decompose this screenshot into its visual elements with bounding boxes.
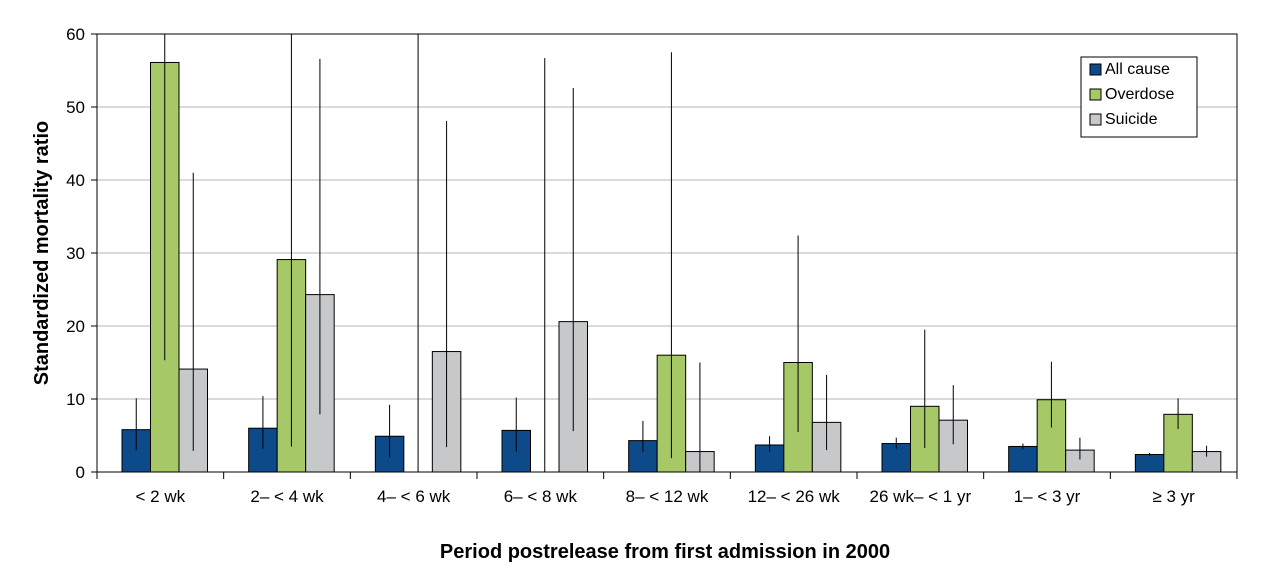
legend-label: Suicide (1105, 111, 1158, 128)
x-tick-label: ≥ 3 yr (1152, 487, 1195, 506)
y-tick-label: 30 (66, 244, 85, 263)
x-tick-label: 26 wk– < 1 yr (870, 487, 972, 506)
legend-swatch (1089, 113, 1102, 126)
axes: 0 10 20 30 40 50 60 < 2 wk 2– < 4 wk 4– < 6 wk 6– … (66, 25, 1238, 506)
x-axis-title: Period postrelease from first admission … (440, 541, 890, 563)
x-tick-label: < 2 wk (136, 487, 186, 506)
y-tick-label: 60 (66, 25, 85, 44)
legend-swatch (1089, 63, 1102, 76)
y-tick-label: 20 (66, 317, 85, 336)
x-tick-label: 12– < 26 wk (748, 487, 841, 506)
y-tick-label: 0 (76, 463, 85, 482)
x-tick-label: 1– < 3 yr (1014, 487, 1081, 506)
legend-swatch (1089, 88, 1102, 101)
plot-frame (96, 33, 1238, 473)
x-tick-label: 6– < 8 wk (504, 487, 578, 506)
bar-all-cause (1134, 453, 1165, 473)
legend-label: All cause (1105, 61, 1170, 78)
y-tick-label: 40 (66, 171, 85, 190)
x-tick-label: 4– < 6 wk (377, 487, 451, 506)
legend-label: Overdose (1105, 86, 1174, 103)
y-tick-label: 50 (66, 98, 85, 117)
y-axis-title: Standardized mortality ratio (31, 121, 53, 386)
gridlines (97, 33, 1237, 400)
y-tick-label: 10 (66, 390, 85, 409)
bar-all-cause (1008, 445, 1038, 473)
x-tick-label: 2– < 4 wk (250, 487, 324, 506)
error-bars (135, 34, 1208, 472)
x-tick-label: 8– < 12 wk (626, 487, 709, 506)
legend: All cause Overdose Suicide (1080, 56, 1198, 138)
